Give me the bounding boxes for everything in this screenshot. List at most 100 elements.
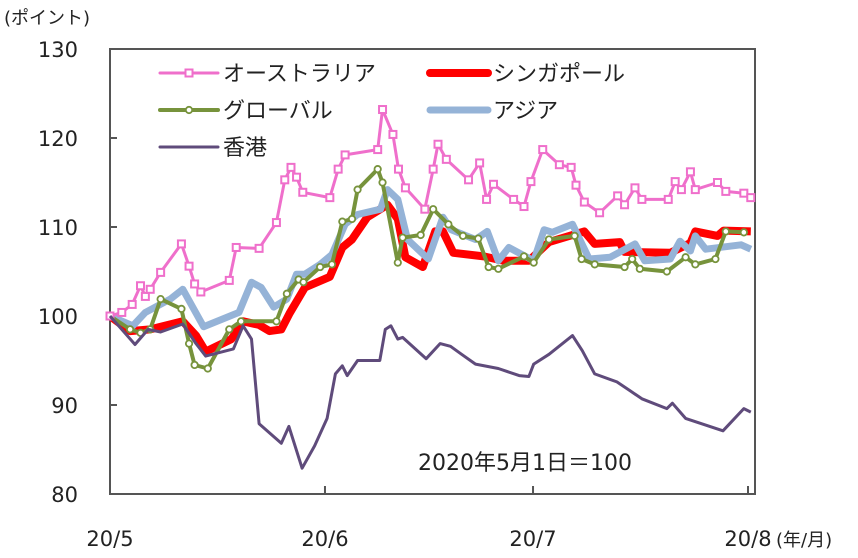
data-point xyxy=(190,279,200,289)
data-point xyxy=(441,154,451,164)
data-point xyxy=(378,178,387,187)
data-point xyxy=(292,172,302,182)
x-axis-label: (年/月) xyxy=(776,530,832,551)
data-point xyxy=(140,291,150,301)
legend-label: 香港 xyxy=(223,136,267,161)
data-point xyxy=(690,185,700,195)
data-point xyxy=(474,234,483,243)
data-point xyxy=(635,264,644,273)
data-point xyxy=(676,185,686,195)
data-point xyxy=(630,183,640,193)
data-point xyxy=(484,262,493,272)
x-tick-label: 20/6 xyxy=(301,527,348,551)
legend-label: シンガポール xyxy=(493,62,625,87)
data-point xyxy=(429,205,438,214)
legend-label: オーストラリア xyxy=(223,62,376,87)
data-point xyxy=(721,186,731,196)
data-point xyxy=(282,289,291,298)
data-point xyxy=(519,202,529,212)
legend-item: グローバル xyxy=(158,99,333,124)
series-2 xyxy=(105,165,748,373)
data-point xyxy=(224,275,234,285)
series-1 xyxy=(107,200,751,356)
data-point xyxy=(416,230,425,240)
data-point xyxy=(711,254,720,264)
data-point xyxy=(579,197,589,207)
data-point xyxy=(494,264,503,273)
legend-marker xyxy=(184,105,194,115)
series-line xyxy=(108,315,752,470)
series-4 xyxy=(108,315,752,470)
series-3 xyxy=(108,186,753,331)
data-point xyxy=(298,187,308,197)
data-point xyxy=(393,164,403,174)
data-point xyxy=(590,260,599,269)
data-point xyxy=(117,307,127,317)
data-point xyxy=(746,193,756,203)
series-0 xyxy=(105,105,756,321)
legend-item: アジア xyxy=(426,99,558,124)
y-tick-label: 90 xyxy=(51,394,78,418)
y-tick-label: 120 xyxy=(38,127,78,151)
data-point xyxy=(464,175,474,185)
data-point xyxy=(538,145,548,155)
data-point xyxy=(388,129,398,139)
x-tick-label: 20/8 xyxy=(724,527,771,551)
data-point xyxy=(378,105,388,115)
data-point xyxy=(398,233,407,242)
data-point xyxy=(488,179,498,189)
data-point xyxy=(231,242,241,252)
data-point xyxy=(347,214,357,224)
data-point xyxy=(333,164,343,174)
data-point xyxy=(739,228,748,237)
data-point xyxy=(177,304,186,313)
data-point xyxy=(433,139,443,149)
data-point xyxy=(373,165,382,174)
data-point xyxy=(691,260,700,269)
data-point xyxy=(327,260,337,269)
data-point xyxy=(176,239,186,249)
series-line xyxy=(108,186,753,331)
data-point xyxy=(570,231,579,240)
data-point xyxy=(196,287,206,297)
data-point xyxy=(338,217,347,226)
data-point xyxy=(529,258,538,267)
data-point xyxy=(519,252,529,261)
data-point xyxy=(316,262,325,272)
data-point xyxy=(685,167,695,177)
y-tick-label: 100 xyxy=(38,305,78,329)
x-tick-label: 20/5 xyxy=(86,527,133,551)
data-point xyxy=(620,262,629,272)
series-line xyxy=(107,200,751,356)
data-point xyxy=(420,204,430,214)
data-point xyxy=(353,185,362,194)
data-point xyxy=(428,164,438,174)
data-point xyxy=(280,175,290,185)
data-point xyxy=(136,281,146,291)
data-point xyxy=(127,299,137,309)
data-point xyxy=(475,158,485,168)
plot-frame xyxy=(109,48,756,495)
data-point xyxy=(400,183,410,193)
legend-marker xyxy=(184,68,194,78)
legend-label: アジア xyxy=(493,99,558,124)
data-point xyxy=(156,267,166,277)
data-point xyxy=(554,160,564,170)
data-point xyxy=(340,150,350,160)
y-tick-label: 80 xyxy=(51,483,78,507)
data-point xyxy=(566,162,576,172)
legend-item: 香港 xyxy=(158,136,267,161)
data-point xyxy=(571,180,581,190)
data-point xyxy=(254,243,264,253)
data-point xyxy=(203,364,212,373)
data-point xyxy=(544,235,554,244)
data-point xyxy=(145,284,155,294)
y-tick-label: 110 xyxy=(38,216,78,240)
data-point xyxy=(662,267,671,276)
x-tick-label: 20/7 xyxy=(509,527,556,551)
data-point xyxy=(637,194,647,204)
data-point xyxy=(509,194,519,204)
data-point xyxy=(126,325,135,334)
data-point xyxy=(663,194,673,204)
legend-item: オーストラリア xyxy=(158,62,376,87)
